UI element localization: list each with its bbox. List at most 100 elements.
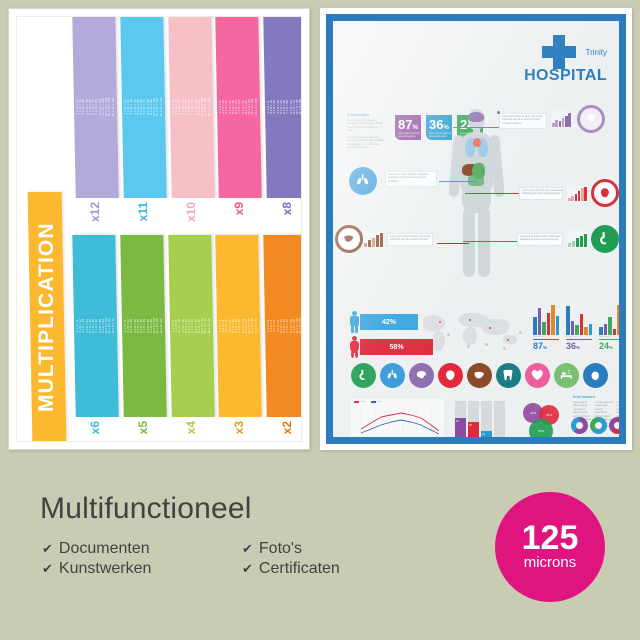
column: 55 xyxy=(468,401,479,437)
table-label-x11: x11 xyxy=(136,202,151,222)
line-chart-legend: Lorem Ipsum xyxy=(351,399,444,403)
callout-brain: Lorem ipsum dolor sit amet, consectetur … xyxy=(499,113,547,130)
heart-icon xyxy=(525,363,550,388)
bar xyxy=(546,312,550,335)
multiplication-table-x10: x10 1 x 10 = 10 2 x 10 = 20 3 x 10 = 30 4 x … xyxy=(167,17,215,223)
percent-chip-36: 36% Lorem ipsum dolor sit amet consectetu… xyxy=(426,115,452,140)
equation: 12 x 4 = 48 xyxy=(206,318,211,334)
bar-percent-unit: % xyxy=(543,345,548,351)
headline: Multifunctioneel xyxy=(40,492,252,525)
organ-brain xyxy=(468,112,484,122)
gender-row-male: 42% xyxy=(349,311,433,333)
bar xyxy=(617,304,619,335)
table-label-x6: x6 xyxy=(88,421,103,435)
bar-group-bars xyxy=(599,303,626,335)
callout-heart-minibar xyxy=(567,185,588,202)
bar xyxy=(566,306,570,335)
callout-lungs-text-box: Lorem ipsum dolor sit amet, consectetur … xyxy=(385,171,437,188)
column-value: 62 xyxy=(456,420,459,424)
chip-caption: Lorem ipsum dolor sit amet consectetur xyxy=(398,133,420,139)
stomach-glyph xyxy=(600,232,607,245)
hospital-infographic-poster[interactable]: Trinity HOSPITAL Information Lorem ipsum… xyxy=(320,8,632,450)
chip-value: 87% xyxy=(398,117,418,132)
callout-heart-line xyxy=(465,193,519,194)
equation: 11 x 2 = 22 xyxy=(298,318,302,334)
line-chart-plot xyxy=(360,407,440,436)
brain-icon xyxy=(409,363,434,388)
bar-stat-87: Lorem ipsum 87% xyxy=(533,303,559,351)
hospital-logo: Trinity HOSPITAL xyxy=(524,35,607,85)
callout-lungs-line xyxy=(439,181,477,182)
column: 62 xyxy=(455,401,466,437)
svg-text:Z: Z xyxy=(568,370,571,375)
hospital-poster-frame: Trinity HOSPITAL Information Lorem ipsum… xyxy=(326,14,626,444)
venn-circle: 25% xyxy=(529,419,553,437)
equation: 12 x 12 = 144 xyxy=(110,97,115,117)
bar-percent-unit: % xyxy=(609,345,614,351)
table-label-x3: x3 xyxy=(231,421,246,435)
equation: 12 x 3 = 36 xyxy=(254,318,259,334)
information-paragraph: Ut enim ad minim veniam quis nostrud exe… xyxy=(347,135,385,150)
body-leg-right xyxy=(478,207,490,277)
apple-icon xyxy=(583,363,608,388)
callout-brain-line xyxy=(453,127,499,128)
callout-lungs-text: Lorem ipsum dolor sit amet, consectetur … xyxy=(388,174,429,183)
callout-stomach-text-box: Lorem ipsum dolor sit amet, consectetur … xyxy=(517,233,563,246)
callout-liver-line xyxy=(437,243,469,244)
legend-item: Lorem xyxy=(354,401,366,403)
equation: 12 x 6 = 72 xyxy=(110,318,115,334)
chip-caption: Lorem ipsum dolor sit amet consectetur xyxy=(429,133,451,139)
bar-caption: Lorem ipsum xyxy=(566,336,578,338)
callout-liver-minibar xyxy=(363,231,384,248)
callout-heart-text-box: Lorem ipsum dolor sit amet, consectetur … xyxy=(519,187,563,200)
callout-stomach-text: Lorem ipsum dolor sit amet, consectetur … xyxy=(520,236,561,242)
bar xyxy=(622,325,626,335)
kidney-glyph xyxy=(601,188,609,198)
feature-label: Documenten xyxy=(58,540,150,557)
information-paragraph: Lorem ipsum dolor sit amet, consectetur … xyxy=(347,119,383,133)
table-label-x9: x9 xyxy=(231,202,246,216)
bar xyxy=(599,327,603,335)
callout-liver-text-box: Lorem ipsum dolor sit amet, consectetur … xyxy=(387,233,433,246)
table-label-x4: x4 xyxy=(184,421,199,435)
bar-percent: 87% xyxy=(533,339,559,351)
liver-glyph xyxy=(344,235,354,242)
brain-glyph xyxy=(587,114,597,122)
gender-value-male: 42% xyxy=(360,314,418,330)
legend-label: Ipsum xyxy=(376,401,383,403)
column-fill: 55 xyxy=(468,421,479,437)
donut-chart xyxy=(571,417,588,434)
callout-stomach: Lorem ipsum dolor sit amet, consectetur … xyxy=(517,233,563,246)
liver-icon xyxy=(467,363,492,388)
gender-statistics: 42% 58% xyxy=(349,311,434,361)
bottom-panel: Multifunctioneel ✔ Documenten ✔ Foto's ✔ Kuns… xyxy=(0,460,640,640)
bar-group-bars xyxy=(566,303,592,335)
callout-lungs-icon xyxy=(349,167,377,195)
column-value: 55 xyxy=(469,423,472,427)
body-neck xyxy=(473,127,480,134)
donut-chart-row xyxy=(571,417,619,434)
health-icon-row: Z xyxy=(351,363,608,388)
brand-subtitle: Trinity xyxy=(585,47,607,57)
bar-stat-24: Lorem ipsum 24% xyxy=(599,303,626,351)
percent-chip-87: 87% Lorem ipsum dolor sit amet consectetu… xyxy=(395,115,421,140)
bar-percent: 24% xyxy=(599,339,619,351)
bar xyxy=(537,307,541,335)
female-icon xyxy=(349,336,360,358)
venn-circle: 34% xyxy=(523,403,543,423)
bar-group-bars xyxy=(533,303,559,335)
table-label-x5: x5 xyxy=(136,421,151,435)
callout-brain-icon xyxy=(577,105,605,133)
